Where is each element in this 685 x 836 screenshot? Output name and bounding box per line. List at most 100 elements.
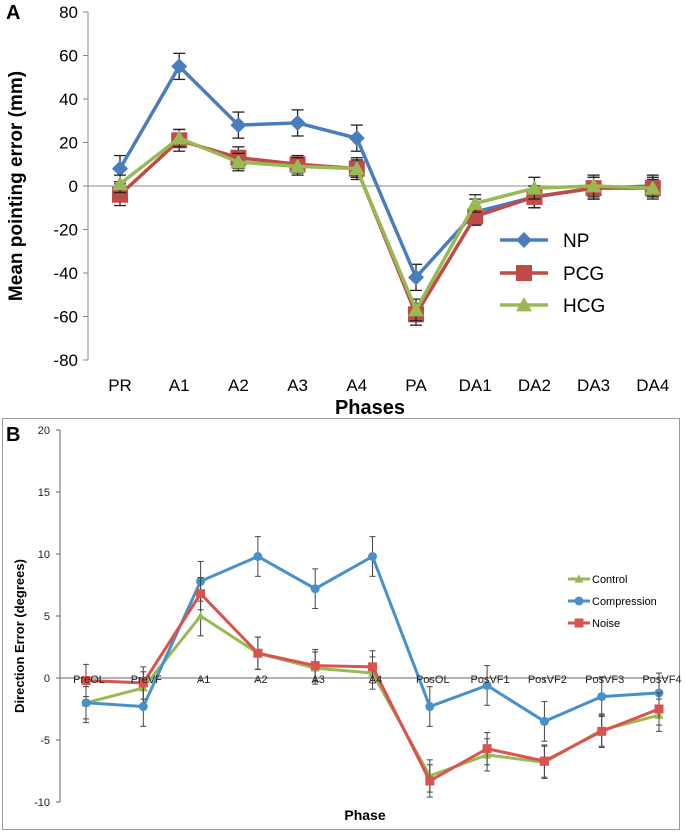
x-tick-label: A3 bbox=[311, 674, 324, 686]
y-tick-label: 20 bbox=[38, 425, 50, 437]
data-point bbox=[539, 756, 549, 766]
x-tick-label: A2 bbox=[228, 376, 249, 395]
chart-b: -10 -5 0 5 10 15 20 Phase Direction Error (degre… bbox=[12, 425, 682, 823]
data-point bbox=[112, 175, 128, 191]
data-point bbox=[171, 130, 188, 145]
y-tick-label: -10 bbox=[34, 797, 50, 809]
data-point bbox=[482, 744, 492, 754]
y-axis-title: Direction Error (degrees) bbox=[12, 559, 27, 713]
y-tick-label: 60 bbox=[59, 47, 78, 66]
y-tick-label: 0 bbox=[69, 177, 78, 196]
data-point bbox=[597, 726, 607, 736]
data-point bbox=[368, 662, 377, 672]
legend-marker bbox=[574, 574, 584, 583]
data-point bbox=[289, 114, 306, 131]
legend-label: HCG bbox=[563, 296, 605, 317]
x-tick-label: A1 bbox=[197, 674, 210, 686]
data-point bbox=[289, 158, 306, 173]
y-tick-label: -60 bbox=[53, 308, 78, 327]
legend-label: NP bbox=[563, 231, 589, 252]
panel-a-letter: A bbox=[6, 2, 21, 24]
x-tick-label: DA2 bbox=[518, 376, 551, 395]
data-point bbox=[644, 180, 661, 195]
y-tick-label: 15 bbox=[38, 487, 50, 499]
data-point bbox=[348, 160, 365, 175]
data-point bbox=[230, 117, 247, 134]
y-tick-label: 5 bbox=[44, 611, 50, 623]
data-point bbox=[408, 269, 424, 286]
data-point bbox=[597, 692, 607, 702]
legend-marker bbox=[516, 265, 532, 281]
data-point bbox=[425, 776, 435, 786]
data-point bbox=[467, 195, 484, 210]
y-tick-label: 40 bbox=[59, 90, 78, 109]
data-point bbox=[482, 680, 492, 690]
y-axis-title: Mean pointing error (mm) bbox=[6, 71, 27, 301]
y-tick-label: -80 bbox=[53, 351, 78, 370]
panel-b-frame bbox=[2, 418, 680, 830]
legend-label: PCG bbox=[563, 264, 604, 285]
data-point bbox=[81, 675, 91, 685]
y-tick-label: 0 bbox=[44, 673, 50, 685]
y-tick-label: 10 bbox=[38, 549, 50, 561]
panel-a: A -80 -60 -40 -20 0 20 40 60 80 PR A1 A2 A3 A4 PA DA1 DA… bbox=[6, 2, 669, 418]
data-point bbox=[196, 611, 206, 620]
legend-label: Control bbox=[592, 574, 627, 586]
series-hcg bbox=[112, 128, 661, 322]
data-point bbox=[196, 589, 206, 599]
x-tick-label: PR bbox=[108, 376, 132, 395]
legend-label: Noise bbox=[592, 618, 620, 630]
data-point bbox=[253, 648, 263, 658]
x-tick-label: PosOL bbox=[416, 674, 450, 686]
legend-marker bbox=[574, 596, 584, 606]
data-point bbox=[539, 716, 549, 726]
data-point bbox=[585, 178, 602, 193]
data-point bbox=[138, 702, 148, 712]
panel-b: B -10 -5 0 5 10 15 20 Phase Direction Error (deg… bbox=[0, 418, 685, 836]
data-point bbox=[138, 678, 148, 688]
x-tick-label: PreOL bbox=[73, 674, 105, 686]
series-line bbox=[118, 138, 653, 319]
x-tick-label: A2 bbox=[254, 674, 267, 686]
data-point bbox=[81, 698, 91, 708]
x-axis-title: Phase bbox=[344, 807, 385, 823]
data-point bbox=[526, 180, 543, 195]
x-tick-label: A4 bbox=[346, 376, 367, 395]
x-axis-title: Phases bbox=[335, 397, 405, 418]
data-point bbox=[368, 551, 377, 561]
series-np bbox=[112, 52, 661, 292]
data-point bbox=[230, 154, 247, 169]
y-tick-label: -40 bbox=[53, 264, 78, 283]
series-line bbox=[118, 136, 653, 314]
x-tick-label: DA4 bbox=[636, 376, 669, 395]
data-point bbox=[408, 301, 424, 317]
legend-marker bbox=[574, 618, 584, 628]
data-point bbox=[171, 58, 188, 75]
x-tick-label: PosVF2 bbox=[528, 674, 567, 686]
y-tick-label: 80 bbox=[59, 3, 78, 22]
y-tick-label: -20 bbox=[53, 221, 78, 240]
x-tick-label: A4 bbox=[369, 674, 382, 686]
data-point bbox=[654, 704, 664, 714]
data-point bbox=[425, 702, 435, 712]
data-point bbox=[112, 186, 128, 203]
x-tick-label: PosVF3 bbox=[585, 674, 624, 686]
data-point bbox=[310, 584, 320, 594]
legend-marker bbox=[516, 297, 532, 312]
legend-label: Compression bbox=[592, 596, 657, 608]
x-tick-label: PosVF4 bbox=[642, 674, 681, 686]
y-tick-label: -5 bbox=[40, 735, 50, 747]
panel-b-letter: B bbox=[6, 424, 21, 446]
data-point bbox=[253, 551, 263, 561]
chart-a: -80 -60 -40 -20 0 20 40 60 80 PR A1 A2 A3 A4 PA DA1 DA2 D… bbox=[6, 3, 669, 418]
y-tick-label: 20 bbox=[59, 134, 78, 153]
x-tick-label: A1 bbox=[169, 376, 190, 395]
x-tick-label: PreVF bbox=[131, 674, 162, 686]
x-tick-label: A3 bbox=[287, 376, 308, 395]
series-noise bbox=[81, 577, 664, 798]
x-tick-label: PosVF1 bbox=[471, 674, 510, 686]
series-compression bbox=[81, 536, 664, 742]
data-point bbox=[112, 160, 128, 177]
x-tick-label: DA3 bbox=[577, 376, 610, 395]
data-point bbox=[310, 661, 320, 671]
